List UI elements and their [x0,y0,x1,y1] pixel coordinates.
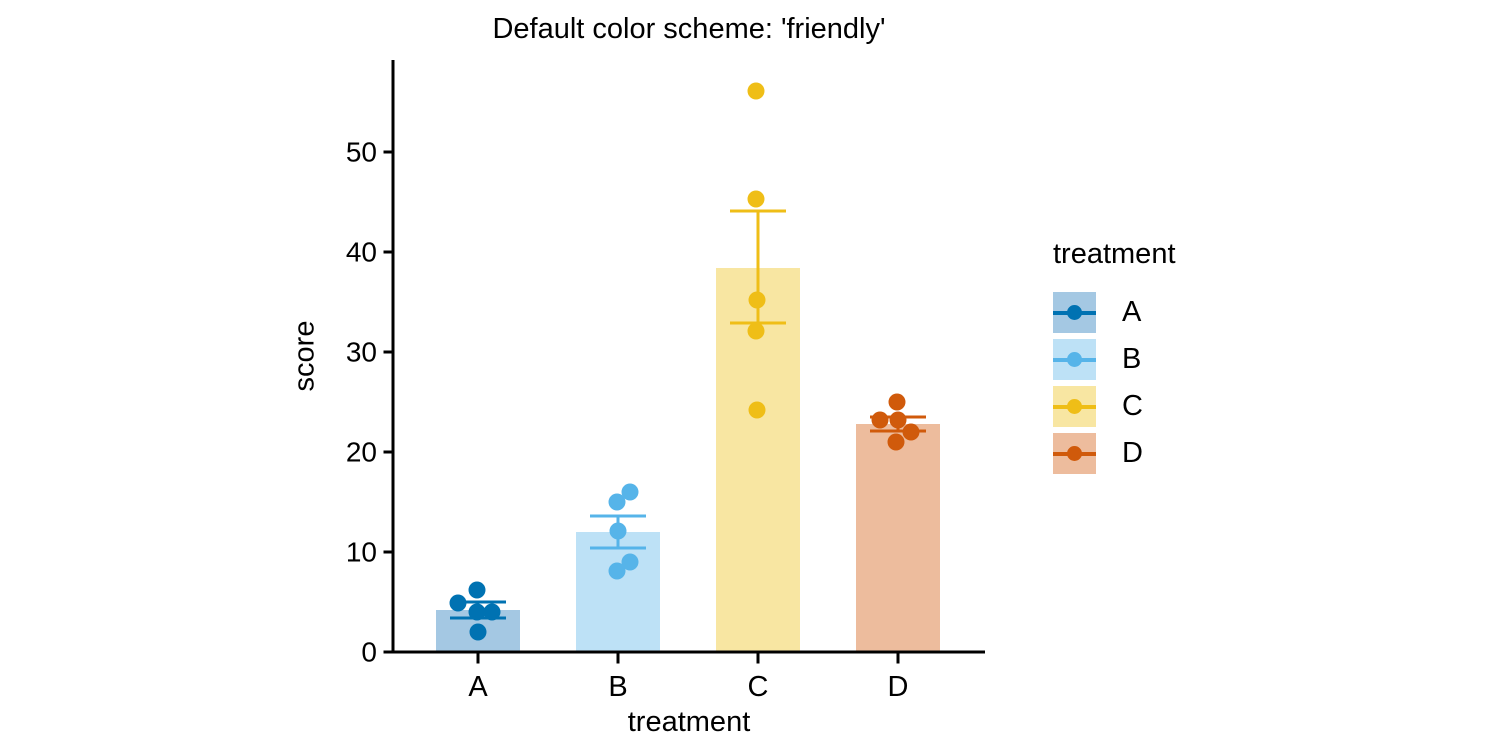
x-tick-label: B [608,671,627,703]
legend-swatch-A [1053,292,1096,333]
data-point-A [449,594,467,612]
data-point-B [621,483,639,501]
legend-swatch-dot [1067,352,1082,367]
legend-title: treatment [1053,238,1176,270]
y-tick-label: 40 [346,237,377,268]
legend-swatch-dot [1067,305,1082,320]
data-point-C [747,190,765,208]
data-point-B [608,562,626,580]
legend-entry-A: A [1053,292,1176,333]
data-point-C [748,291,766,309]
x-tick-label: A [468,671,488,703]
legend-label-A: A [1122,296,1142,328]
bar-B [576,532,660,651]
y-tick-label: 30 [346,337,377,368]
y-tick-label: 10 [346,537,377,568]
data-point-A [483,603,501,621]
legend-label-D: D [1122,437,1143,469]
legend-swatch-D [1053,433,1096,474]
data-point-B [609,522,627,540]
data-point-C [747,82,765,100]
chart-title: Default color scheme: 'friendly' [492,13,886,45]
x-axis-label: treatment [627,706,751,738]
data-point-B [621,553,639,571]
bar-D [856,424,940,651]
data-point-A [468,603,486,621]
legend-swatch-B [1053,339,1096,380]
data-point-B [608,493,626,511]
legend-entry-D: D [1053,433,1176,474]
y-tick-label: 0 [361,637,377,668]
y-tick-label: 50 [346,137,377,168]
y-axis-label: score [288,320,321,392]
x-tick-label: C [748,671,769,703]
legend-entry-C: C [1053,386,1176,427]
x-tick-label: D [888,671,909,703]
legend-label-B: B [1122,343,1142,375]
legend-swatch-dot [1067,446,1082,461]
y-tick-label: 20 [346,437,377,468]
data-point-C [748,401,766,419]
legend-swatch-C [1053,386,1096,427]
data-point-D [902,423,920,441]
legend-label-C: C [1122,390,1143,422]
data-point-D [888,393,906,411]
data-point-A [468,581,486,599]
legend-swatch-dot [1067,399,1082,414]
data-point-D [889,411,907,429]
legend-entry-B: B [1053,339,1176,380]
data-point-C [747,322,765,340]
data-point-D [871,411,889,429]
data-point-D [887,433,905,451]
data-point-A [469,623,487,641]
